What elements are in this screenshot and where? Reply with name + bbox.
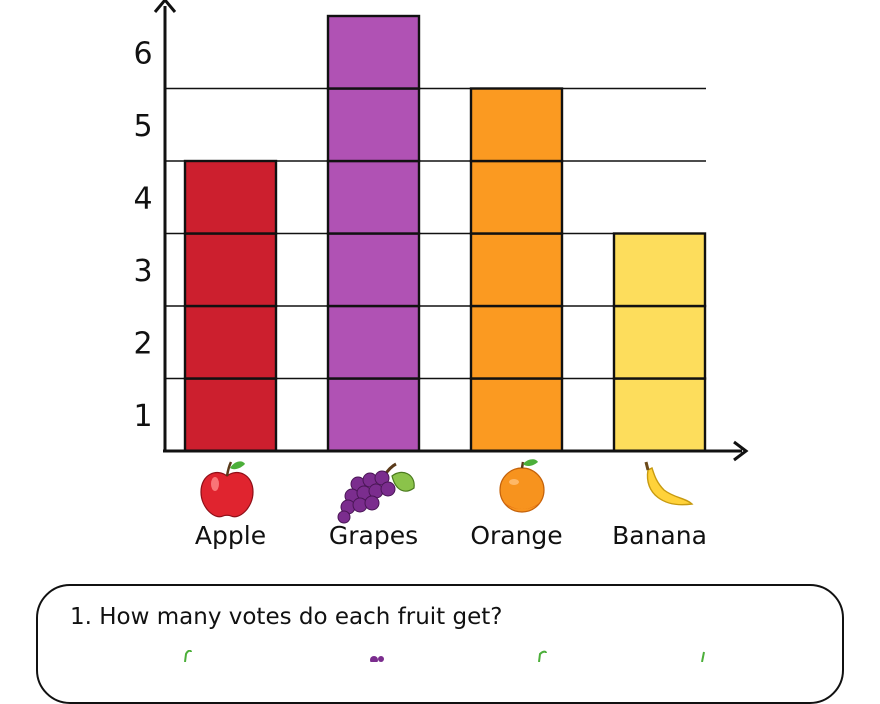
y-tick-3: 3 xyxy=(133,254,152,289)
bar-segment xyxy=(326,304,421,380)
bar-segment xyxy=(183,159,278,235)
x-axis-arrow xyxy=(733,440,749,462)
bar-segment xyxy=(183,232,278,308)
orange-icon xyxy=(499,459,545,513)
bar-segment xyxy=(469,159,564,235)
bar-grapes xyxy=(326,14,421,453)
apple-icon xyxy=(200,461,254,518)
bar-segment xyxy=(326,159,421,235)
bar-banana xyxy=(612,232,707,453)
bar-segment xyxy=(469,377,564,453)
bar-segment xyxy=(469,304,564,380)
bar-segment xyxy=(612,232,707,308)
bar-segment xyxy=(326,87,421,163)
question-box: 1. How many votes do each fruit get? xyxy=(36,584,844,704)
banana-icon xyxy=(644,461,694,506)
bar-apple xyxy=(183,159,278,453)
bar-segment xyxy=(612,377,707,453)
grapes-icon xyxy=(337,462,415,524)
y-tick-4: 4 xyxy=(133,181,152,216)
bar-segment xyxy=(612,304,707,380)
y-tick-5: 5 xyxy=(133,109,152,144)
y-tick-labels: 1 2 3 4 5 6 xyxy=(133,36,152,434)
bar-segment xyxy=(183,304,278,380)
axes xyxy=(153,0,749,462)
y-tick-2: 2 xyxy=(133,326,152,361)
orange-icon-partial xyxy=(538,650,547,662)
y-axis-arrow xyxy=(153,0,177,13)
bar-segment xyxy=(326,232,421,308)
x-label-orange: Orange xyxy=(470,521,562,550)
bar-orange xyxy=(469,87,564,453)
bar-chart: 1 2 3 4 5 6 xyxy=(133,0,749,550)
bar-segment xyxy=(469,87,564,163)
x-label-apple: Apple xyxy=(195,521,266,550)
bar-segment xyxy=(326,377,421,453)
bar-segment xyxy=(183,377,278,453)
x-label-grapes: Grapes xyxy=(329,521,418,550)
bar-segment xyxy=(469,232,564,308)
x-category-labels: Apple Grapes Orange Banana xyxy=(195,521,707,550)
fruit-icons xyxy=(200,459,694,524)
apple-icon-partial xyxy=(184,650,192,662)
x-label-banana: Banana xyxy=(612,521,707,550)
y-tick-6: 6 xyxy=(133,36,152,71)
banana-icon-partial xyxy=(701,651,705,662)
y-tick-1: 1 xyxy=(133,399,152,434)
chart-svg: 1 2 3 4 5 6 xyxy=(133,0,749,550)
grapes-icon-partial xyxy=(370,656,384,662)
question-text: 1. How many votes do each fruit get? xyxy=(70,604,503,630)
bars xyxy=(183,14,707,453)
bar-segment xyxy=(326,14,421,90)
